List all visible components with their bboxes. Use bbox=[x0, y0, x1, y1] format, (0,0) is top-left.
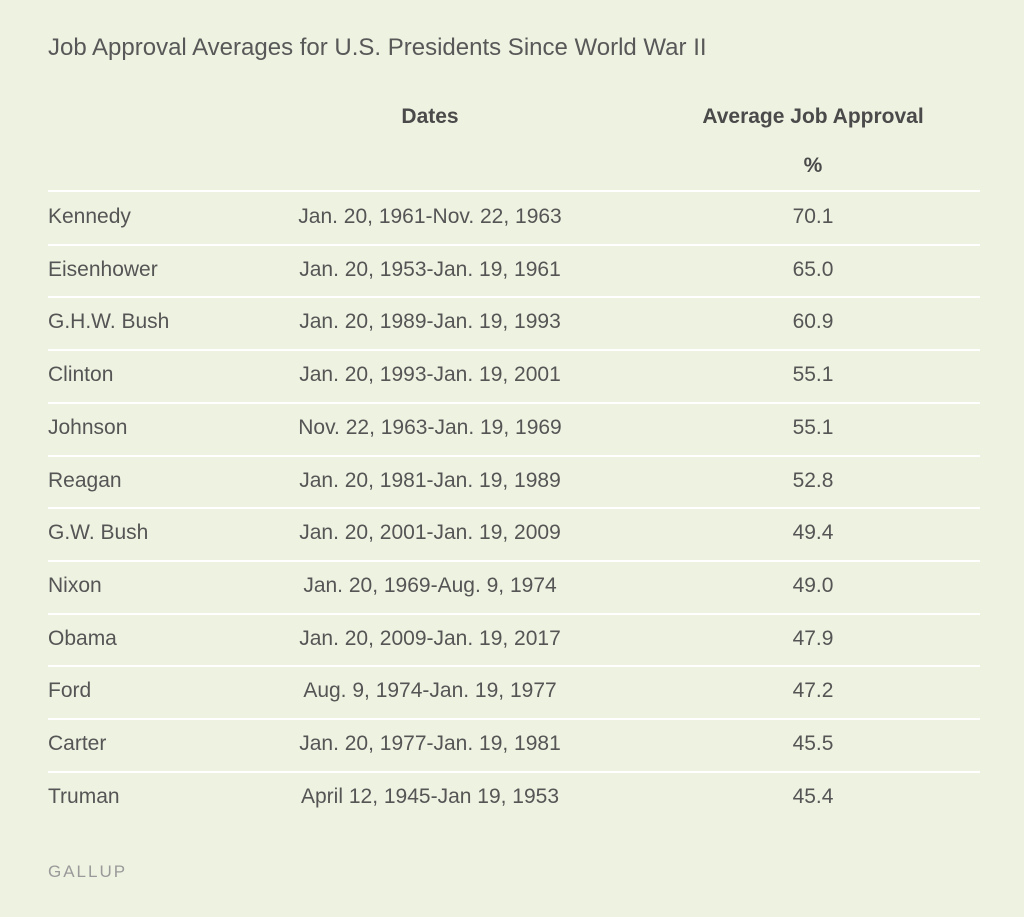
row-rule bbox=[48, 349, 980, 352]
president-name: G.H.W. Bush bbox=[48, 310, 170, 334]
row-rule bbox=[48, 770, 980, 773]
approval-value: 65.0 bbox=[792, 257, 834, 281]
approval-value: 52.8 bbox=[792, 468, 834, 492]
row-rule bbox=[48, 612, 980, 615]
date-range: Jan. 20, 2001-Jan. 19, 2009 bbox=[299, 521, 561, 545]
president-name: G.W. Bush bbox=[48, 521, 149, 545]
president-name: Johnson bbox=[48, 415, 128, 439]
approval-value: 45.4 bbox=[792, 784, 834, 808]
president-name: Clinton bbox=[48, 363, 114, 387]
row-rule bbox=[48, 296, 980, 299]
date-range: Jan. 20, 1981-Jan. 19, 1989 bbox=[299, 468, 561, 492]
approval-value: 45.5 bbox=[792, 732, 834, 755]
row-rule bbox=[48, 401, 980, 404]
row-rule bbox=[48, 559, 980, 562]
date-range: Jan. 20, 2009-Jan. 19, 2017 bbox=[299, 626, 561, 650]
row-rule bbox=[48, 665, 980, 668]
president-name: Reagan bbox=[48, 468, 122, 492]
approval-value: 55.1 bbox=[792, 363, 834, 387]
row-rule bbox=[48, 243, 980, 246]
date-range: April 12, 1945-Jan 19, 1953 bbox=[300, 784, 560, 808]
president-name: Ford bbox=[48, 679, 92, 703]
approval-value: 60.9 bbox=[792, 310, 834, 334]
president-name: Nixon bbox=[48, 573, 102, 597]
president-name: Carter bbox=[48, 732, 107, 755]
header-rule bbox=[48, 190, 980, 192]
date-range: Jan. 20, 1993-Jan. 19, 2001 bbox=[299, 363, 561, 387]
units-header: % bbox=[803, 154, 823, 177]
approval-value: 47.9 bbox=[792, 626, 834, 650]
column-header: Dates bbox=[401, 105, 459, 128]
source: GALLUP bbox=[48, 862, 128, 881]
date-range: Jan. 20, 1989-Jan. 19, 1993 bbox=[299, 310, 561, 334]
title: Job Approval Averages for U.S. President… bbox=[48, 34, 707, 61]
date-range: Jan. 20, 1969-Aug. 9, 1974 bbox=[303, 573, 557, 597]
approval-value: 49.0 bbox=[792, 573, 834, 597]
approval-value: 55.1 bbox=[792, 415, 834, 439]
date-range: Nov. 22, 1963-Jan. 19, 1969 bbox=[298, 415, 562, 439]
date-range: Jan. 20, 1953-Jan. 19, 1961 bbox=[299, 257, 561, 281]
date-range: Jan. 20, 1961-Nov. 22, 1963 bbox=[298, 205, 562, 228]
president-name: Eisenhower bbox=[48, 257, 158, 281]
date-range: Jan. 20, 1977-Jan. 19, 1981 bbox=[299, 732, 561, 755]
column-header: Average Job Approval bbox=[702, 105, 924, 128]
approval-value: 47.2 bbox=[792, 679, 834, 703]
president-name: Kennedy bbox=[48, 205, 131, 228]
approval-value: 70.1 bbox=[792, 205, 834, 228]
president-name: Obama bbox=[48, 626, 117, 650]
row-rule bbox=[48, 718, 980, 720]
president-name: Truman bbox=[48, 784, 120, 808]
approval-value: 49.4 bbox=[792, 521, 834, 545]
date-range: Aug. 9, 1974-Jan. 19, 1977 bbox=[303, 679, 557, 703]
row-rule bbox=[48, 507, 980, 510]
row-rule bbox=[48, 454, 980, 457]
